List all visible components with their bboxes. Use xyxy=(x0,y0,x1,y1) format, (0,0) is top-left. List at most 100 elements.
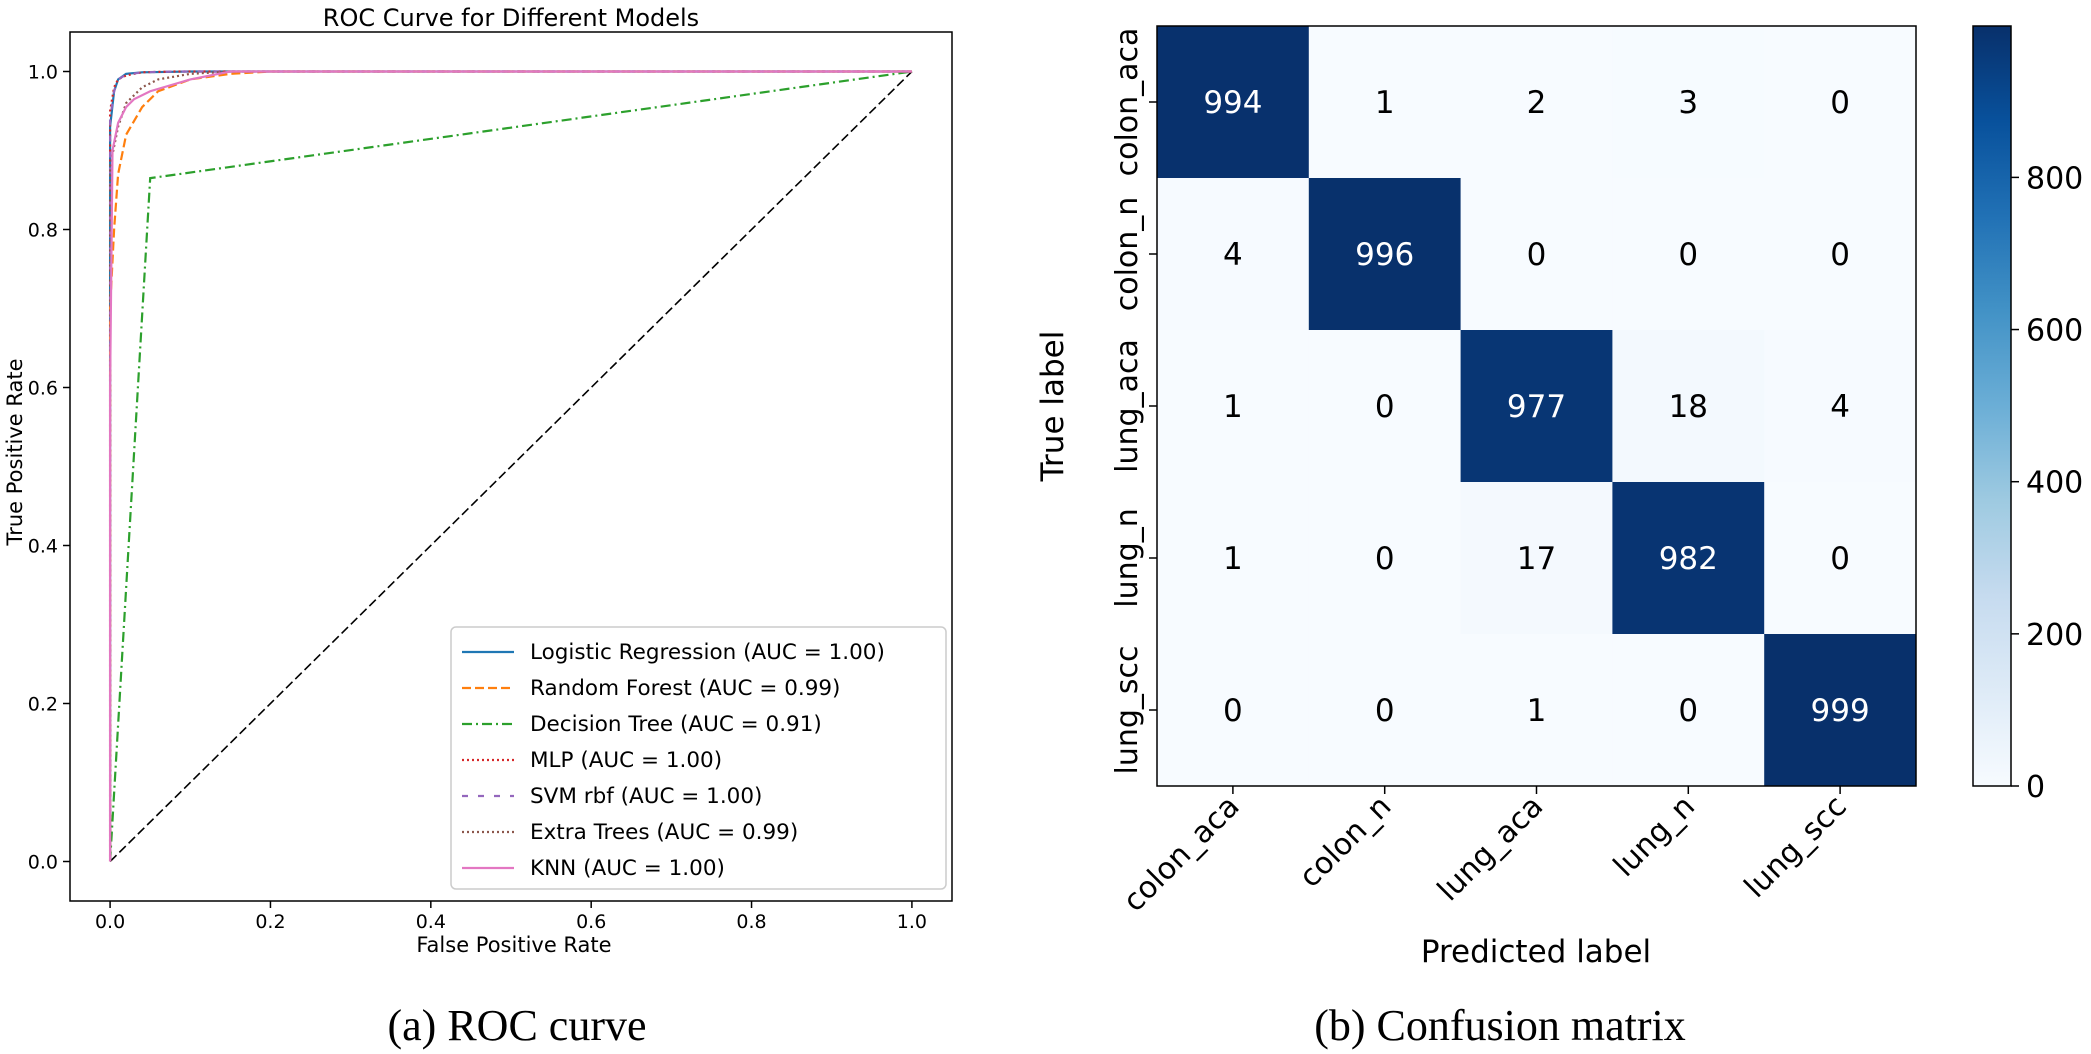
roc-diagonal-line xyxy=(109,70,913,863)
cm-cell xyxy=(1764,178,1917,331)
cm-y-tick-label: lung_scc xyxy=(1110,645,1145,774)
cm-cell-value: 2 xyxy=(1527,85,1547,121)
cm-cell-value: 3 xyxy=(1678,85,1698,121)
roc-legend-label-0: Logistic Regression (AUC = 1.00) xyxy=(530,640,885,665)
cm-x-tick-label: colon_aca xyxy=(1117,789,1247,919)
cm-cell xyxy=(1157,330,1310,483)
cm-cell-value: 1 xyxy=(1375,85,1395,121)
roc-legend-label-6: KNN (AUC = 1.00) xyxy=(530,856,725,881)
roc-series-line-1 xyxy=(108,70,912,862)
cm-cell-value: 982 xyxy=(1659,541,1718,577)
cm-x-tick-label: lung_aca xyxy=(1431,789,1550,908)
cm-cell-value: 0 xyxy=(1527,237,1547,273)
cm-cell xyxy=(1612,482,1765,635)
cm-cell-value: 0 xyxy=(1375,541,1395,577)
cm-x-tick-label: colon_n xyxy=(1293,789,1399,895)
cm-y-axis-label: True label xyxy=(1035,331,1071,483)
colorbar xyxy=(1972,25,2012,787)
roc-y-tick-label: 0.6 xyxy=(28,378,58,400)
cm-cell-value: 4 xyxy=(1223,237,1243,273)
cm-cell xyxy=(1308,26,1462,179)
cm-cell-value: 0 xyxy=(1830,541,1850,577)
cm-cell-value: 1 xyxy=(1527,693,1547,729)
cm-cell xyxy=(1308,330,1462,483)
cm-cell xyxy=(1612,634,1765,787)
roc-legend-label-3: MLP (AUC = 1.00) xyxy=(530,748,722,773)
cm-cell-value: 17 xyxy=(1517,541,1556,577)
cm-cell xyxy=(1308,634,1462,787)
cm-cell xyxy=(1460,634,1613,787)
cm-y-tick-label: colon_n xyxy=(1110,197,1145,312)
cm-y-tick-label: colon_aca xyxy=(1110,28,1145,177)
roc-legend-label-4: SVM rbf (AUC = 1.00) xyxy=(530,784,762,809)
roc-series-line-4 xyxy=(108,70,912,862)
colorbar-tick-label: 200 xyxy=(2026,618,2083,653)
roc-y-tick-label: 0.2 xyxy=(28,694,58,716)
cm-cell xyxy=(1157,26,1310,179)
cm-cell-value: 0 xyxy=(1678,237,1698,273)
roc-series-line-5 xyxy=(108,70,912,862)
cm-cell xyxy=(1764,482,1917,635)
cm-cell-value: 994 xyxy=(1203,85,1262,121)
cm-cell xyxy=(1460,178,1613,331)
cm-cell xyxy=(1157,178,1310,331)
cm-cell-value: 0 xyxy=(1375,389,1395,425)
roc-plot-frame xyxy=(69,31,953,902)
roc-legend-label-1: Random Forest (AUC = 0.99) xyxy=(530,676,840,701)
cm-cell xyxy=(1612,330,1765,483)
cm-cell-value: 1 xyxy=(1223,389,1243,425)
cm-cell xyxy=(1764,634,1917,787)
cm-y-tick-label: lung_aca xyxy=(1110,339,1145,473)
roc-y-tick-label: 0.8 xyxy=(28,220,58,242)
roc-x-tick-label: 1.0 xyxy=(897,911,927,933)
cm-x-tick-label: lung_scc xyxy=(1738,789,1854,905)
cm-y-tick-label: lung_n xyxy=(1110,508,1145,607)
cm-cell-value: 18 xyxy=(1669,389,1708,425)
roc-legend-label-2: Decision Tree (AUC = 0.91) xyxy=(530,712,822,737)
cm-cell xyxy=(1460,482,1613,635)
cm-cell-value: 977 xyxy=(1507,389,1566,425)
cm-cell xyxy=(1157,634,1310,787)
cm-cell xyxy=(1460,26,1613,179)
cm-cell-value: 4 xyxy=(1830,389,1850,425)
colorbar-tick-label: 0 xyxy=(2026,770,2045,805)
cm-cell-value: 999 xyxy=(1811,693,1870,729)
cm-caption: (b) Confusion matrix xyxy=(1314,1001,1686,1050)
cm-cell-value: 0 xyxy=(1830,237,1850,273)
roc-y-tick-label: 1.0 xyxy=(28,62,58,84)
roc-x-tick-label: 0.8 xyxy=(736,911,766,933)
cm-cell xyxy=(1764,330,1917,483)
roc-x-tick-label: 0.4 xyxy=(416,911,446,933)
cm-cell-value: 1 xyxy=(1223,541,1243,577)
roc-series-line-2 xyxy=(108,70,913,862)
roc-legend: Logistic Regression (AUC = 1.00) Random F… xyxy=(450,626,947,890)
cm-cell xyxy=(1612,26,1765,179)
cm-cell xyxy=(1612,178,1765,331)
roc-caption: (a) ROC curve xyxy=(387,1001,646,1050)
cm-cell-value: 0 xyxy=(1678,693,1698,729)
cm-cell xyxy=(1764,26,1917,179)
roc-y-tick-label: 0.0 xyxy=(28,852,58,874)
roc-legend-box xyxy=(450,626,947,890)
cm-cell xyxy=(1460,330,1613,483)
roc-x-axis-label: False Positive Rate xyxy=(416,933,611,957)
cm-cell-value: 0 xyxy=(1223,693,1243,729)
roc-x-tick-label: 0.0 xyxy=(95,911,125,933)
confusion-matrix-chart: 994 1 2 3 0 4 996 0 0 0 1 0 977 18 4 1 0 17 982 0 0 0 1 0 999 co… xyxy=(1035,25,2083,1050)
roc-title: ROC Curve for Different Models xyxy=(323,4,699,32)
cm-x-axis-label: Predicted label xyxy=(1421,934,1651,970)
roc-chart: ROC Curve for Different Models 0.0 0.2 0.4… xyxy=(3,4,953,1050)
colorbar-tick-label: 600 xyxy=(2026,314,2083,349)
roc-x-tick-label: 0.6 xyxy=(576,911,606,933)
cm-cell xyxy=(1308,482,1462,635)
roc-legend-label-5: Extra Trees (AUC = 0.99) xyxy=(530,820,798,845)
roc-y-tick-label: 0.4 xyxy=(28,536,58,558)
roc-y-axis-label: True Positive Rate xyxy=(3,358,27,546)
cm-cell xyxy=(1157,482,1310,635)
cm-cell-value: 996 xyxy=(1355,237,1414,273)
cm-x-tick-label: lung_n xyxy=(1607,789,1702,884)
cm-cell xyxy=(1308,178,1462,331)
colorbar-tick-label: 800 xyxy=(2026,161,2083,196)
roc-x-tick-label: 0.2 xyxy=(255,911,285,933)
